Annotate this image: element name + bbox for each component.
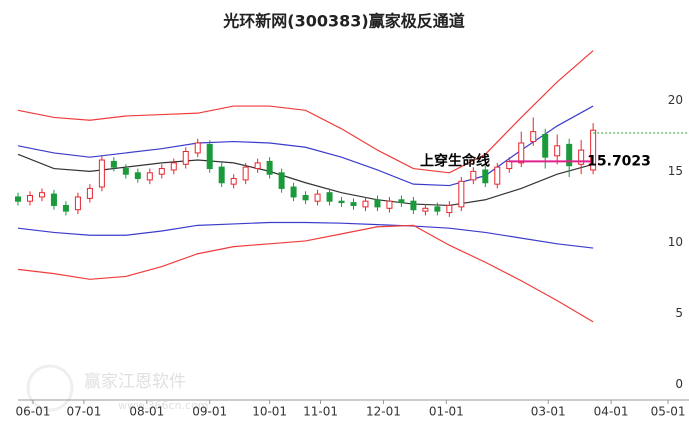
x-tick-label: 05-01 (651, 405, 686, 419)
candle-body (290, 186, 297, 198)
candle-body (578, 149, 585, 165)
candle-body (194, 142, 201, 154)
candle-body (326, 192, 333, 202)
x-tick-label: 08-01 (129, 405, 164, 419)
candle-body (230, 177, 237, 185)
annotation: 上穿生命线 (420, 152, 490, 169)
candle-body (410, 200, 417, 211)
candle-body (86, 187, 93, 199)
y-tick-label: 20 (668, 93, 683, 107)
candle-body (62, 204, 69, 212)
candle-body (278, 172, 285, 189)
chart-title: 光环新网(300383)赢家极反通道 (222, 12, 464, 31)
candle-body (386, 200, 393, 209)
band-line (17, 50, 594, 174)
candle-body (506, 160, 513, 170)
x-tick-label: 10-01 (252, 405, 287, 419)
y-tick-label: 5 (675, 306, 683, 320)
candle-body (254, 162, 261, 170)
x-tick-label: 09-01 (192, 405, 227, 419)
candle-body (98, 159, 105, 188)
candle-body (566, 143, 573, 167)
watermark-logo (26, 364, 74, 412)
candle-body (590, 129, 597, 171)
candle-body (26, 195, 33, 202)
candle-body (266, 160, 273, 175)
x-tick-label: 04-01 (594, 405, 629, 419)
candle-body (470, 170, 477, 181)
candle-body (422, 207, 429, 212)
candle-body (38, 192, 45, 198)
candle-body (542, 133, 549, 158)
candle-body (494, 166, 501, 185)
x-tick-label: 06-01 (16, 405, 51, 419)
candle-body (122, 168, 129, 175)
candle-body (338, 200, 345, 204)
candle-body (398, 199, 405, 204)
candle-body (530, 131, 537, 143)
candle-body (74, 196, 81, 211)
y-tick-label: 0 (675, 377, 683, 391)
candle-body (158, 168, 165, 175)
candle-body (374, 199, 381, 208)
candle-body (182, 151, 189, 165)
x-tick-label: 01-01 (429, 405, 464, 419)
candle-body (206, 143, 213, 170)
watermark-url: www.366cn.com (118, 399, 208, 412)
candle-body (146, 172, 153, 181)
candle-body (218, 166, 225, 184)
watermark: 赢家江恩软件 www.366cn.com (26, 364, 208, 412)
candle-body (50, 193, 57, 206)
band-line (17, 221, 594, 249)
band-line (17, 224, 594, 323)
candle-body (434, 206, 441, 212)
candle-body (15, 196, 21, 202)
candle-body (446, 204, 453, 214)
x-tick-label: 03-01 (531, 405, 566, 419)
candle-body (134, 172, 141, 179)
candle-body (314, 193, 321, 202)
y-tick-label: 10 (668, 235, 683, 249)
candle-body (554, 145, 561, 157)
watermark-text: 赢家江恩软件 (84, 372, 186, 392)
x-tick-label: 12-01 (366, 405, 401, 419)
candle-body (518, 142, 525, 164)
candle-body (170, 162, 177, 171)
x-tick-label: 11-01 (303, 405, 338, 419)
candle-body (458, 180, 465, 208)
candle-body (362, 200, 369, 208)
y-tick-label: 15 (668, 164, 683, 178)
candle-body (350, 202, 357, 206)
x-tick-label: 07-01 (66, 405, 101, 419)
candle-body (242, 166, 249, 181)
level-label: 15.7023 (587, 153, 651, 169)
candle-body (302, 195, 309, 201)
candle-body (110, 160, 117, 168)
candle-body (482, 169, 489, 184)
